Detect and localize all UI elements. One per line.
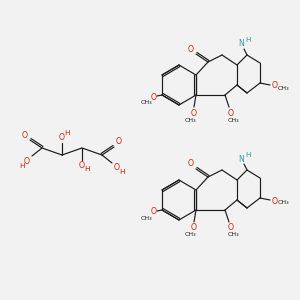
Text: CH₃: CH₃	[227, 232, 239, 238]
Text: O: O	[79, 160, 85, 169]
Text: O: O	[59, 134, 65, 142]
Text: CH₃: CH₃	[140, 215, 152, 220]
Text: H: H	[119, 169, 125, 175]
Text: O: O	[272, 82, 278, 91]
Text: CH₃: CH₃	[227, 118, 239, 122]
Text: O: O	[116, 137, 122, 146]
Text: CH₃: CH₃	[277, 200, 289, 206]
Text: H: H	[84, 166, 90, 172]
Text: O: O	[188, 44, 194, 53]
Text: O: O	[151, 208, 157, 217]
Text: O: O	[151, 92, 157, 101]
Text: CH₃: CH₃	[140, 100, 152, 106]
Text: O: O	[191, 224, 197, 232]
Text: O: O	[188, 160, 194, 169]
Text: O: O	[22, 130, 28, 140]
Text: O: O	[228, 224, 234, 232]
Text: CH₃: CH₃	[184, 232, 196, 238]
Text: H: H	[19, 163, 25, 169]
Text: O: O	[24, 157, 30, 166]
Text: N: N	[238, 40, 244, 49]
Text: CH₃: CH₃	[277, 85, 289, 91]
Text: O: O	[272, 196, 278, 206]
Text: CH₃: CH₃	[184, 118, 196, 122]
Text: O: O	[191, 109, 197, 118]
Text: H: H	[64, 130, 70, 136]
Text: H: H	[245, 152, 251, 158]
Text: O: O	[228, 109, 234, 118]
Text: N: N	[238, 154, 244, 164]
Text: O: O	[114, 164, 120, 172]
Text: H: H	[245, 37, 251, 43]
